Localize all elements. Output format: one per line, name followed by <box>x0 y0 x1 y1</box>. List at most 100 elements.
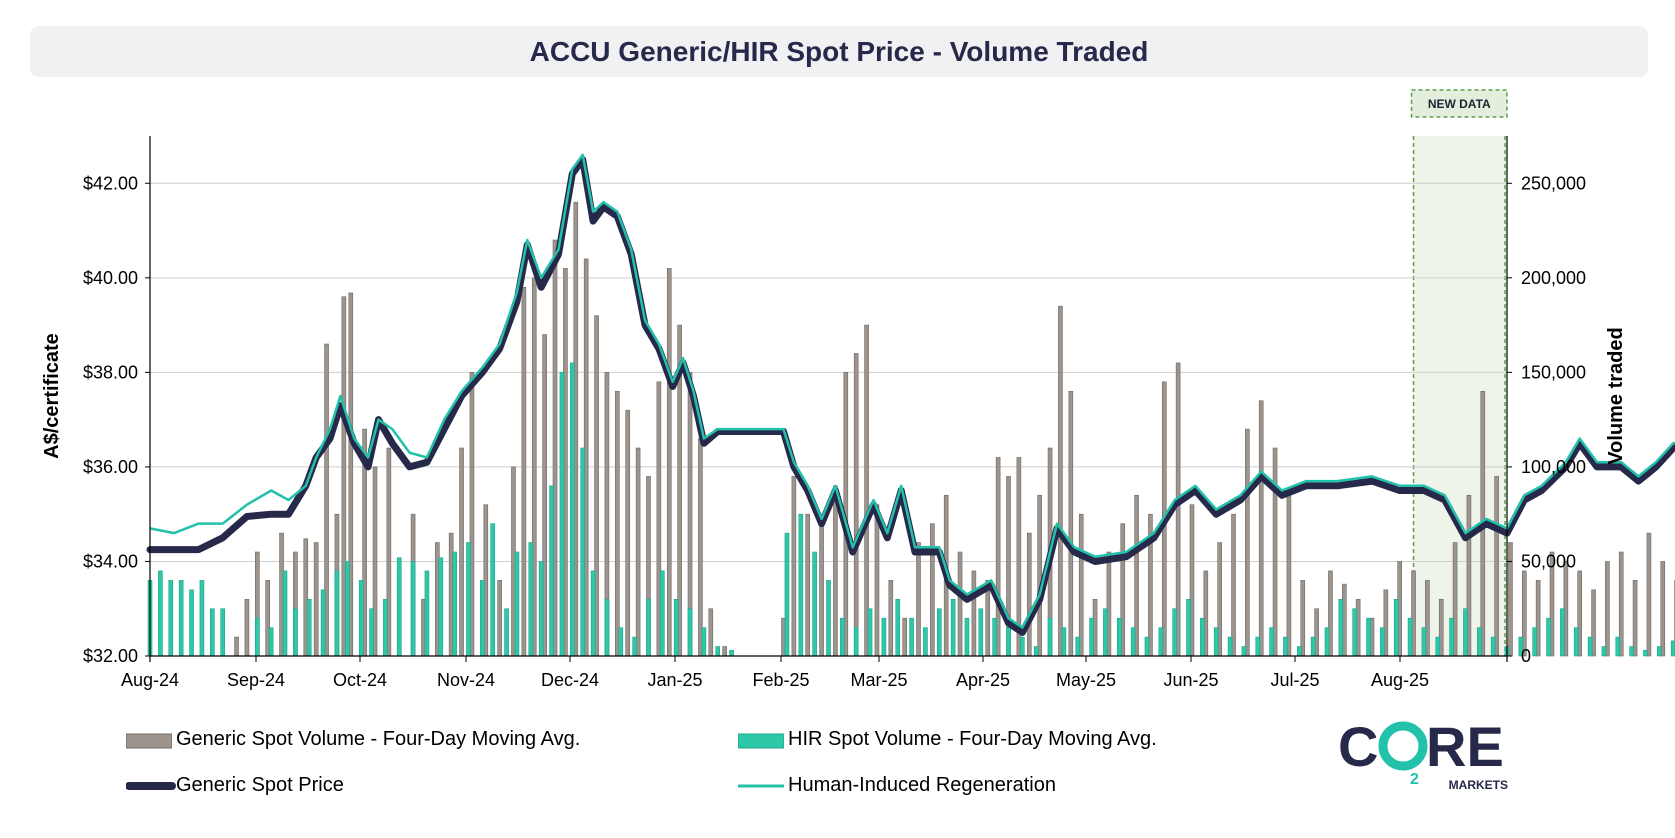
generic-volume-bar <box>1508 542 1513 657</box>
generic-spot-price-line <box>146 156 1675 636</box>
hir-volume-bar <box>1227 636 1233 657</box>
generic-volume-bar <box>1058 305 1063 657</box>
legend-swatch-generic-price <box>126 782 176 790</box>
svg-text:C: C <box>1338 716 1378 778</box>
svg-text:RE: RE <box>1426 716 1504 778</box>
hir-volume-bar <box>881 617 887 657</box>
hir-volume-bar <box>950 598 956 657</box>
hir-volume-bar <box>189 589 194 657</box>
logo-subscript: 2 <box>1410 771 1419 788</box>
generic-volume-bar <box>1632 580 1638 657</box>
y-tick-label-left: $36.00 <box>83 457 138 477</box>
hir-volume-bar <box>1643 650 1648 657</box>
hir-volume-bar <box>158 570 163 657</box>
hir-volume-bar <box>1186 598 1191 657</box>
hir-volume-bar <box>1587 636 1593 657</box>
legend-label-hir-price: Human-Induced Regeneration <box>788 774 1056 796</box>
hir-volume-bar <box>1615 636 1621 657</box>
hir-volume-bar <box>282 570 288 657</box>
hir-volume-bar <box>646 598 651 657</box>
x-tick-label: Nov-24 <box>437 670 495 690</box>
chart-title-bar: ACCU Generic/HIR Spot Price - Volume Tra… <box>30 26 1648 77</box>
core-markets-logo: C RE 2 MARKETS <box>1338 715 1513 798</box>
generic-volume-bar <box>1258 400 1264 657</box>
hir-volume-bar <box>660 570 665 657</box>
hir-volume-bar <box>396 557 402 657</box>
hir-volume-bar <box>687 608 693 657</box>
hir-volume-bar <box>369 608 374 657</box>
generic-volume-bar <box>791 476 797 657</box>
hir-volume-bar <box>1490 636 1496 657</box>
hir-volume-bar <box>1033 646 1039 657</box>
generic-volume-bar <box>615 390 620 657</box>
x-tick-label: Oct-24 <box>333 670 387 690</box>
generic-volume-bar <box>864 324 869 657</box>
hir-volume-bar <box>1546 617 1551 657</box>
hir-volume-bar <box>1075 636 1081 657</box>
hir-volume-bar <box>490 523 496 657</box>
hir-volume-bar <box>168 580 174 657</box>
x-tick-label: Jul-25 <box>1270 670 1319 690</box>
hir-volume-bar <box>1130 627 1136 657</box>
hir-volume-bar <box>923 627 928 657</box>
generic-volume-bar <box>313 542 319 657</box>
hir-volume-bar <box>293 608 298 657</box>
hir-volume-bar <box>1047 617 1053 657</box>
hir-volume-bar <box>504 608 509 657</box>
hir-volume-bar <box>538 561 544 657</box>
hir-volume-bar <box>701 627 707 657</box>
hir-volume-bar <box>358 580 364 657</box>
hir-volume-bar <box>812 551 817 657</box>
y-tick-label-right: 50,000 <box>1521 551 1576 571</box>
generic-volume-bar <box>1078 513 1084 657</box>
hir-volume-bar <box>1255 636 1261 657</box>
x-tick-label: Feb-25 <box>752 670 809 690</box>
generic-volume-bar <box>1522 570 1527 657</box>
generic-volume-bar <box>902 617 907 657</box>
hir-volume-bar <box>1006 627 1011 657</box>
hir-volume-bar <box>424 570 430 657</box>
hir-volume-bar <box>1449 617 1454 657</box>
y-tick-label-left: $40.00 <box>83 268 138 288</box>
hir-volume-bar <box>1463 608 1468 657</box>
hir-volume-bar <box>590 570 596 657</box>
hir-volume-bar <box>1601 646 1607 657</box>
hir-volume-bar <box>199 580 205 657</box>
generic-volume-bar <box>698 438 703 657</box>
new-data-region <box>1413 136 1507 656</box>
hir-volume-bar <box>452 551 457 657</box>
generic-volume-bar <box>1068 390 1074 657</box>
hir-volume-bar <box>528 542 534 657</box>
new-data-label-box <box>1410 89 1508 118</box>
generic-volume-bar <box>888 580 894 657</box>
hir-price-line <box>149 153 1675 629</box>
generic-volume-bar <box>1272 447 1278 657</box>
hir-volume-bar <box>632 636 637 657</box>
hir-volume-bar <box>1241 646 1247 657</box>
y-tick-label-right: 250,000 <box>1521 173 1586 193</box>
generic-volume-bar <box>666 268 672 657</box>
generic-volume-bar <box>1245 428 1250 657</box>
hir-volume-bar <box>618 627 624 657</box>
hir-volume-bar <box>1560 608 1565 657</box>
hir-volume-bar <box>1657 646 1662 657</box>
generic-volume-bar <box>1037 494 1042 657</box>
hir-volume-bar <box>1407 617 1413 657</box>
hir-volume-bar <box>255 617 260 657</box>
hir-volume-bar <box>1269 627 1274 657</box>
legend-swatch-hir-price <box>738 784 784 788</box>
generic-volume-bar <box>805 513 811 657</box>
hir-volume-bar <box>178 580 184 657</box>
hir-volume-bar <box>466 542 471 657</box>
x-tick-label: Aug-25 <box>1371 670 1429 690</box>
legend-label-generic-volume: Generic Spot Volume - Four-Day Moving Av… <box>176 728 581 750</box>
hir-volume-bar <box>1200 617 1205 657</box>
generic-volume-bar <box>853 353 859 657</box>
y-axis-title-right: Volume traded <box>1605 327 1627 464</box>
hir-volume-bar <box>438 557 444 657</box>
hir-volume-bar <box>978 608 984 657</box>
generic-volume-bar <box>1026 532 1032 657</box>
hir-volume-bar <box>220 608 225 657</box>
hir-volume-bar <box>715 646 721 657</box>
